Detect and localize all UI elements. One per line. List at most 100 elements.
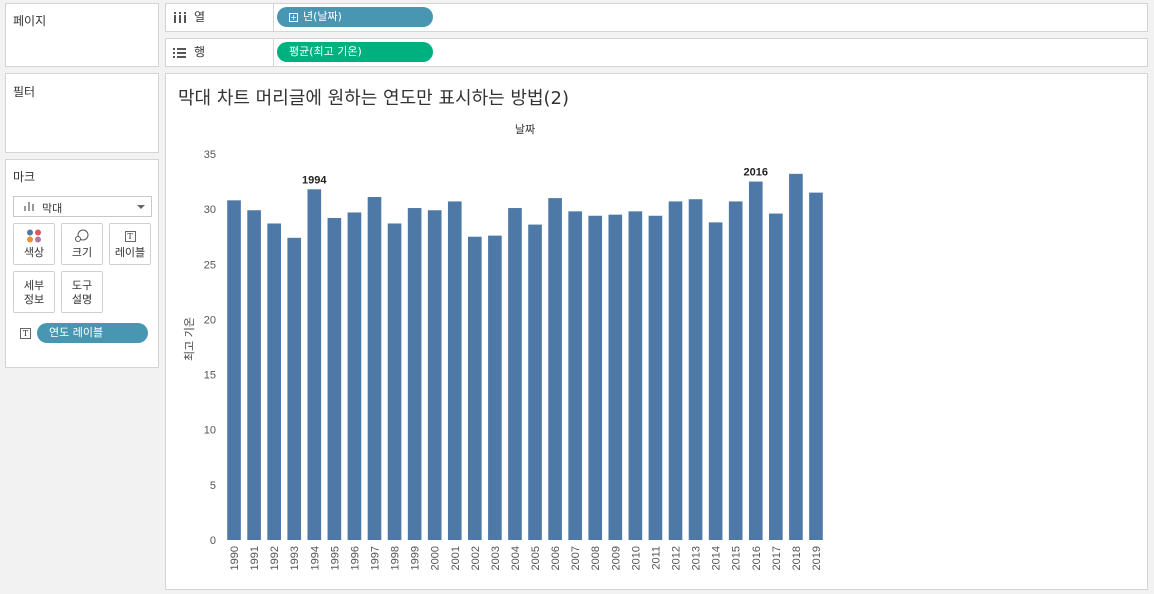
rows-shelf-label: 행 bbox=[194, 45, 206, 59]
size-label: 크기 bbox=[71, 246, 93, 259]
color-button[interactable]: 색상 bbox=[13, 223, 55, 265]
x-tick-label: 2013 bbox=[691, 546, 703, 570]
bar-1993[interactable] bbox=[287, 237, 302, 540]
x-tick-label: 1991 bbox=[249, 546, 261, 570]
y-tick-label: 10 bbox=[204, 425, 216, 437]
color-dots-icon bbox=[14, 229, 54, 243]
x-tick-label: 2010 bbox=[630, 546, 642, 570]
mark-type-label: 막대 bbox=[42, 202, 63, 215]
bar-2014[interactable] bbox=[708, 222, 723, 540]
bar-label-1994: 1994 bbox=[302, 174, 327, 186]
chart-view: 막대 차트 머리글에 원하는 연도만 표시하는 방법(2) 날짜 0 5 10 15 20… bbox=[165, 73, 1148, 590]
x-tick-label: 2015 bbox=[731, 546, 743, 570]
columns-pill-label: 년(날짜) bbox=[303, 10, 342, 23]
x-tick-label: 2005 bbox=[530, 546, 542, 570]
chevron-down-icon[interactable] bbox=[137, 205, 145, 209]
x-tick-label: 2001 bbox=[450, 546, 462, 570]
x-tick-label: 2011 bbox=[650, 546, 662, 570]
detail-label: 세부 정보 bbox=[23, 279, 45, 306]
x-tick-label: 2003 bbox=[490, 546, 502, 570]
bar-2018[interactable] bbox=[789, 173, 803, 540]
bar-2001[interactable] bbox=[447, 201, 462, 540]
bar-2015[interactable] bbox=[728, 201, 743, 540]
y-tick-label: 35 bbox=[204, 149, 216, 161]
x-tick-label: 1992 bbox=[269, 546, 281, 570]
bar-1998[interactable] bbox=[387, 223, 402, 541]
pages-title: 페이지 bbox=[13, 14, 47, 28]
bar-2009[interactable] bbox=[608, 214, 623, 540]
x-tick-label: 1994 bbox=[309, 546, 321, 570]
column-header-label: 날짜 bbox=[515, 123, 535, 136]
detail-button[interactable]: 세부 정보 bbox=[13, 271, 55, 313]
text-icon: T bbox=[20, 328, 31, 339]
expand-icon[interactable]: + bbox=[289, 13, 298, 22]
label-label: 레이블 bbox=[114, 246, 146, 259]
x-tick-label: 1993 bbox=[289, 546, 301, 570]
bar-2012[interactable] bbox=[668, 201, 683, 540]
x-tick-label: 2018 bbox=[791, 546, 803, 570]
bar-1995[interactable] bbox=[327, 217, 342, 541]
rows-shelf[interactable]: 행 평균(최고 기온) bbox=[165, 38, 1148, 67]
bar-1999[interactable] bbox=[407, 208, 422, 541]
rows-pill[interactable]: 평균(최고 기온) bbox=[277, 42, 433, 62]
tooltip-label: 도구 설명 bbox=[71, 279, 93, 306]
bar-2007[interactable] bbox=[568, 211, 582, 540]
tooltip-button[interactable]: 도구 설명 bbox=[61, 271, 103, 313]
x-tick-label: 1990 bbox=[229, 546, 241, 570]
x-tick-label: 2000 bbox=[430, 546, 442, 570]
y-tick-label: 30 bbox=[204, 204, 216, 216]
bar-2004[interactable] bbox=[508, 208, 522, 541]
bar-2013[interactable] bbox=[688, 199, 703, 540]
color-label: 색상 bbox=[23, 246, 45, 259]
bar-1992[interactable] bbox=[267, 223, 281, 541]
x-tick-label: 1996 bbox=[349, 546, 361, 570]
y-axis-label: 최고 기온 bbox=[183, 317, 196, 361]
bar-2010[interactable] bbox=[628, 211, 643, 540]
x-tick-label: 2007 bbox=[570, 546, 582, 570]
size-icon bbox=[62, 229, 102, 243]
x-tick-label: 1998 bbox=[390, 546, 402, 570]
y-tick-label: 0 bbox=[210, 535, 216, 547]
text-icon: T bbox=[124, 231, 136, 242]
bar-2005[interactable] bbox=[528, 224, 542, 540]
bar-2000[interactable] bbox=[427, 210, 442, 540]
view-title: 막대 차트 머리글에 원하는 연도만 표시하는 방법(2) bbox=[178, 88, 570, 109]
y-tick-label: 25 bbox=[204, 259, 216, 271]
bar-2016[interactable] bbox=[748, 181, 763, 541]
mark-type-dropdown[interactable]: 막대 bbox=[13, 196, 152, 217]
filters-card[interactable]: 필터 bbox=[5, 73, 159, 153]
bar-label-2016: 2016 bbox=[744, 167, 768, 179]
marks-card: 마크 막대 색상 크기 T 레이블 세부 bbox=[5, 159, 159, 368]
columns-shelf[interactable]: 열 + 년(날짜) bbox=[165, 3, 1148, 32]
y-tick-label: 15 bbox=[204, 370, 216, 382]
bar-2008[interactable] bbox=[588, 215, 603, 540]
columns-pill[interactable]: + 년(날짜) bbox=[277, 7, 433, 27]
rows-icon bbox=[173, 48, 186, 58]
x-tick-label: 2002 bbox=[470, 546, 482, 570]
x-tick-label: 2017 bbox=[771, 546, 783, 570]
marks-title: 마크 bbox=[13, 170, 36, 184]
y-tick-label: 20 bbox=[204, 314, 216, 326]
columns-shelf-label: 열 bbox=[194, 10, 206, 24]
bar-1997[interactable] bbox=[367, 197, 382, 541]
x-tick-label: 1995 bbox=[329, 546, 341, 570]
x-tick-label: 2019 bbox=[811, 546, 823, 570]
bar-2019[interactable] bbox=[809, 192, 823, 540]
columns-icon bbox=[174, 12, 186, 23]
bar-1996[interactable] bbox=[347, 212, 362, 541]
bar-2003[interactable] bbox=[488, 235, 502, 540]
pages-card[interactable]: 페이지 bbox=[5, 3, 159, 67]
bar-2006[interactable] bbox=[548, 198, 562, 540]
x-tick-label: 2012 bbox=[671, 546, 683, 570]
x-tick-label: 2016 bbox=[751, 546, 763, 570]
bar-1991[interactable] bbox=[247, 210, 261, 540]
bar-1990[interactable] bbox=[227, 200, 241, 540]
bar-2002[interactable] bbox=[468, 236, 482, 540]
bar-1994[interactable] bbox=[307, 189, 322, 540]
size-button[interactable]: 크기 bbox=[61, 223, 103, 265]
x-tick-label: 1999 bbox=[410, 546, 422, 570]
bar-2017[interactable] bbox=[769, 213, 783, 540]
label-button[interactable]: T 레이블 bbox=[109, 223, 151, 265]
bar-2011[interactable] bbox=[648, 215, 663, 540]
label-field-pill[interactable]: 연도 레이블 bbox=[37, 323, 148, 343]
